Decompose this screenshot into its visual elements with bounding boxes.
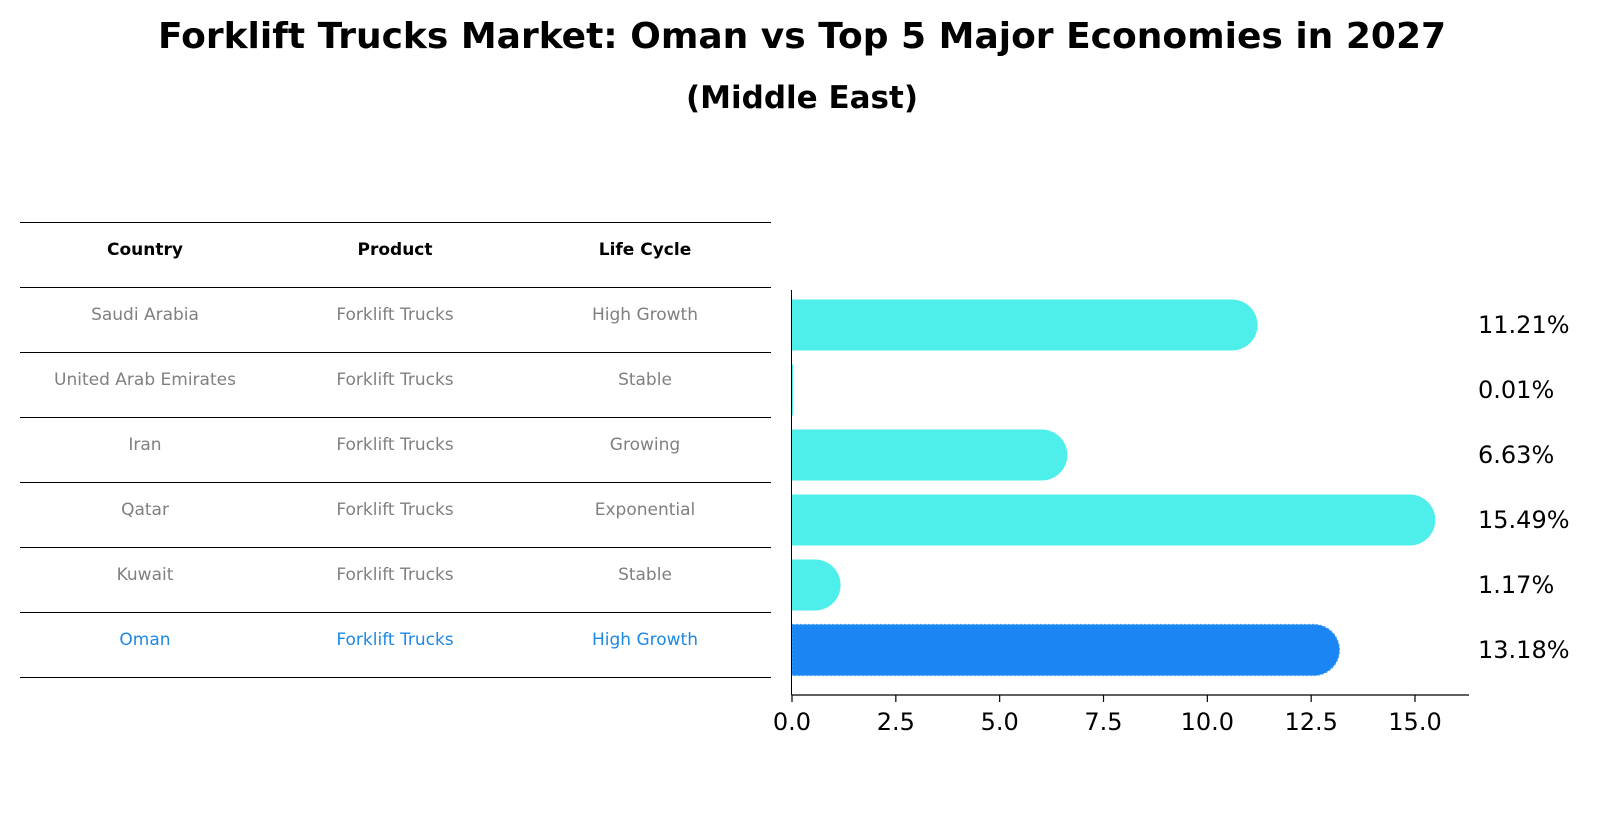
cell-product: Forklift Trucks [336,370,454,390]
cell-life-cycle: Growing [609,435,681,455]
cell-product: Forklift Trucks [336,565,454,585]
cell-country: United Arab Emirates [54,370,236,390]
x-tick-label: 2.5 [877,708,915,736]
x-tick-label: 7.5 [1084,708,1122,736]
cell-country: Saudi Arabia [91,305,199,325]
bar [792,364,793,416]
x-tick-label: 10.0 [1181,708,1234,736]
bar-value-label: 11.21% [1478,311,1570,339]
table-rule [20,287,771,288]
bar-value-label: 15.49% [1478,506,1570,534]
chart-title: Forklift Trucks Market: Oman vs Top 5 Ma… [157,16,1447,57]
cell-life-cycle: Exponential [594,500,696,520]
table-rule [20,352,771,353]
cell-life-cycle-highlight: High Growth [591,630,698,650]
chart-subtitle: (Middle East) [685,80,918,116]
bar-value-label: 0.01% [1478,376,1554,404]
cell-life-cycle: High Growth [591,305,698,325]
cell-product: Forklift Trucks [336,500,454,520]
cell-country: Kuwait [116,565,174,585]
x-tick-label: 5.0 [981,708,1019,736]
table-rule [20,612,771,613]
header-country: Country [107,240,183,260]
cell-country: Qatar [121,500,169,520]
table-rule [20,677,771,678]
header-product: Product [357,240,433,260]
cell-country-highlight: Oman [119,630,171,650]
bar-value-label: 1.17% [1478,571,1554,599]
bar-value-label: 6.63% [1478,441,1554,469]
cell-product: Forklift Trucks [336,435,454,455]
cell-product: Forklift Trucks [336,305,454,325]
bar-value-label: 13.18% [1478,636,1570,664]
cell-life-cycle: Stable [618,370,672,390]
x-tick-label: 0.0 [773,708,811,736]
x-tick-label: 12.5 [1284,708,1337,736]
cell-life-cycle: Stable [618,565,672,585]
cell-product-highlight: Forklift Trucks [336,630,454,650]
table-rule [20,417,771,418]
bar [792,299,1258,351]
cell-country: Iran [128,435,162,455]
table-rule [20,222,771,223]
bar-highlight [791,623,1341,677]
x-tick-label: 15.0 [1388,708,1441,736]
table-rule [20,547,771,548]
header-life-cycle: Life Cycle [598,240,692,260]
table-rule [20,482,771,483]
bar [792,494,1436,546]
bar [792,429,1068,481]
bar [792,559,841,611]
